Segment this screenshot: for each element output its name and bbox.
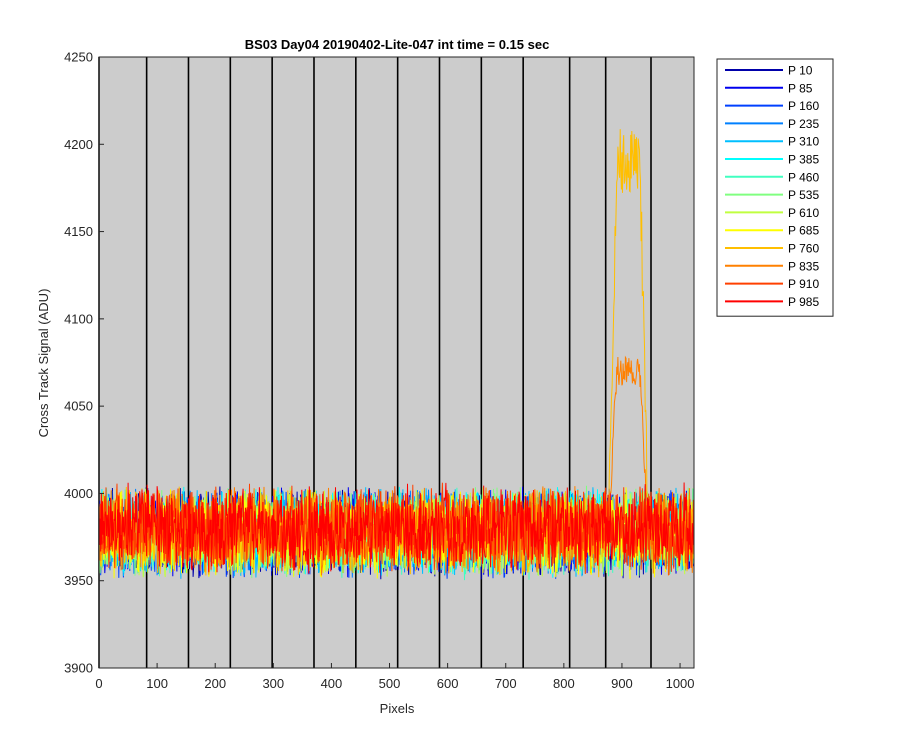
- x-tick-label-800: 800: [553, 676, 575, 691]
- legend-label-p-235: P 235: [788, 117, 819, 131]
- plot-area: [98, 56, 695, 669]
- y-tick-label-4100: 4100: [64, 311, 93, 326]
- series-line-p-985: [98, 482, 695, 574]
- x-tick-label-700: 700: [495, 676, 517, 691]
- legend-label-p-535: P 535: [788, 188, 819, 202]
- y-axis-label: Cross Track Signal (ADU): [36, 289, 51, 438]
- y-tick-label-3950: 3950: [64, 573, 93, 588]
- legend: P 10 P 85 P 160 P 235 P 310 P 385 P 460 P 535 P …: [716, 58, 834, 317]
- legend-label-p-835: P 835: [788, 259, 819, 273]
- x-tick-label-500: 500: [379, 676, 401, 691]
- y-tick-label-4050: 4050: [64, 399, 93, 414]
- chart-title: BS03 Day04 20190402-Lite-047 int time = …: [245, 37, 550, 52]
- x-tick-label-900: 900: [611, 676, 633, 691]
- legend-label-p-85: P 85: [788, 81, 813, 95]
- series-lines: [98, 129, 695, 581]
- legend-label-p-760: P 760: [788, 242, 819, 256]
- y-tick-label-4250: 4250: [64, 50, 93, 65]
- plot-frame: [98, 56, 695, 669]
- legend-label-p-160: P 160: [788, 99, 819, 113]
- legend-label-p-685: P 685: [788, 224, 819, 238]
- legend-label-p-310: P 310: [788, 135, 819, 149]
- y-tick-label-4150: 4150: [64, 224, 93, 239]
- x-tick-label-1000: 1000: [666, 676, 695, 691]
- x-tick-label-400: 400: [321, 676, 343, 691]
- legend-box: [716, 58, 834, 317]
- plot-background: [99, 57, 694, 668]
- legend-label-p-910: P 910: [788, 277, 819, 291]
- legend-label-p-385: P 385: [788, 153, 819, 167]
- x-axis: 0 100 200 300 400 500 600 700 800 900 1000: [95, 663, 695, 691]
- x-tick-label-100: 100: [146, 676, 168, 691]
- y-tick-label-4200: 4200: [64, 137, 93, 152]
- legend-label-p-610: P 610: [788, 206, 819, 220]
- legend-label-p-10: P 10: [788, 64, 813, 78]
- x-axis-label: Pixels: [380, 701, 415, 716]
- legend-label-p-985: P 985: [788, 295, 819, 309]
- x-tick-label-0: 0: [95, 676, 102, 691]
- legend-label-p-460: P 460: [788, 170, 819, 184]
- x-tick-label-600: 600: [437, 676, 459, 691]
- y-tick-label-3900: 3900: [64, 661, 93, 676]
- x-tick-label-300: 300: [262, 676, 284, 691]
- y-tick-label-4000: 4000: [64, 486, 93, 501]
- y-axis: 3900 3950 4000 4050 4100 4150 4200 4250: [64, 50, 104, 676]
- x-tick-label-200: 200: [204, 676, 226, 691]
